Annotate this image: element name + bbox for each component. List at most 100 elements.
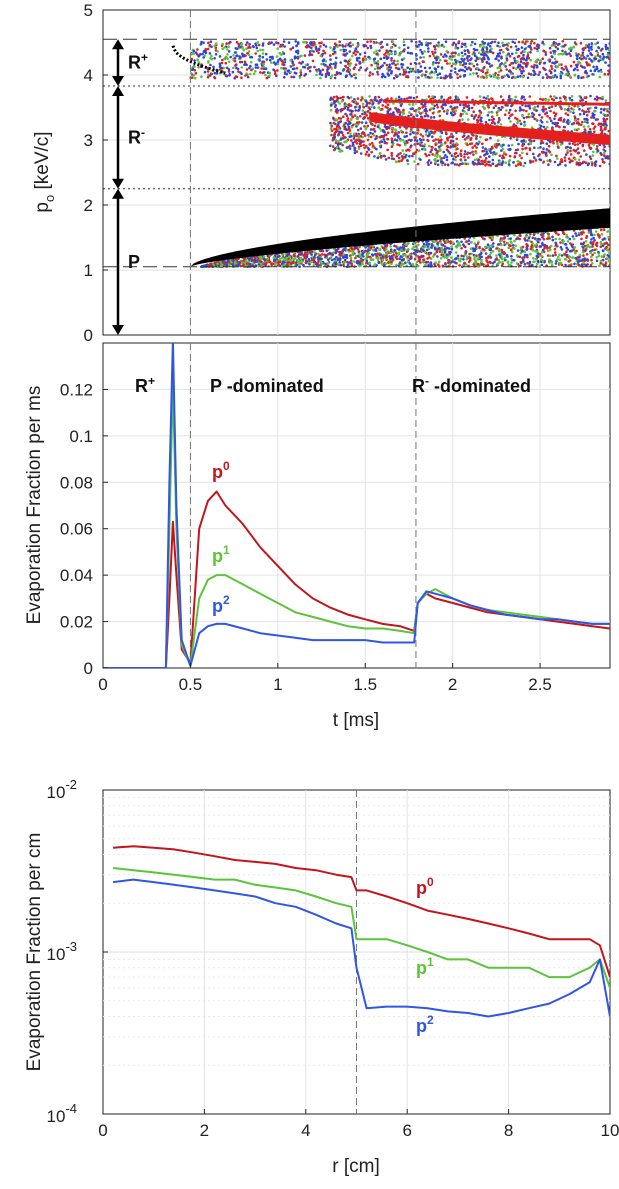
scatter-point [320,41,323,44]
scatter-point [504,65,507,68]
scatter-point [470,44,473,47]
scatter-point [505,68,508,71]
scatter-point [475,137,478,140]
scatter-point [294,40,297,43]
scatter-point [480,69,483,72]
scatter-point [531,40,534,43]
scatter-point [478,52,481,55]
scatter-point [529,261,532,264]
scatter-point [605,99,608,102]
scatter-point [241,66,244,69]
scatter-point [531,112,534,115]
scatter-point [526,262,529,265]
scatter-point [503,75,506,78]
scatter-point [322,69,325,72]
scatter-point [555,97,558,100]
scatter-point [210,72,213,75]
scatter-point [527,116,530,119]
scatter-point [569,238,572,241]
scatter-point [569,75,572,78]
scatter-point [229,56,232,59]
scatter-point [455,152,458,155]
scatter-point [334,118,337,121]
scatter-point [416,96,419,99]
scatter-point [269,72,272,75]
scatter-point [367,47,370,50]
scatter-point [477,75,480,78]
scatter-point [550,71,553,74]
scatter-point [446,159,449,162]
scatter-point [195,51,198,54]
scatter-point [430,161,433,164]
scatter-point [590,116,593,119]
scatter-point [569,110,572,113]
scatter-point [247,76,250,79]
scatter-point [343,124,346,127]
scatter-point [350,110,353,113]
scatter-point [585,72,588,75]
scatter-point [596,99,599,102]
scatter-point [381,73,384,76]
scatter-point [539,253,542,256]
scatter-point [401,111,404,114]
scatter-point [355,63,358,66]
scatter-point [313,264,316,267]
scatter-point [275,74,278,77]
scatter-point [443,46,446,49]
scatter-point [436,242,439,245]
scatter-point [288,41,291,44]
scatter-point [523,62,526,65]
scatter-point [510,46,513,49]
scatter-point [452,135,455,138]
scatter-point [462,55,465,58]
scatter-point [581,98,584,101]
scatter-point [496,143,499,146]
scatter-point [525,59,528,62]
scatter-point [445,40,448,43]
scatter-point [509,120,512,123]
scatter-point [560,107,563,110]
scatter-point [336,146,339,149]
scatter-point [418,62,421,65]
scatter-point [475,135,478,138]
scatter-point [380,46,383,49]
scatter-point [591,163,594,166]
scatter-point [500,239,503,242]
scatter-point [602,263,605,266]
scatter-point [533,42,536,45]
scatter-point [446,139,449,142]
scatter-point [554,254,557,257]
scatter-point [283,76,286,79]
scatter-point [417,244,420,247]
scatter-point [332,63,335,66]
scatter-point [386,149,389,152]
scatter-point [324,64,327,67]
scatter-point [421,145,424,148]
scatter-point [467,162,470,165]
scatter-point [605,261,608,264]
scatter-point [608,238,611,241]
scatter-point [193,74,196,77]
scatter-point [201,53,204,56]
scatter-point [551,61,554,64]
scatter-point [245,43,248,46]
scatter-point [590,158,593,161]
scatter-point [232,54,235,57]
scatter-point [494,104,497,107]
scatter-point [454,159,457,162]
scatter-point [530,65,533,68]
scatter-point [429,109,432,112]
scatter-point [286,254,289,257]
scatter-point [225,75,228,78]
scatter-point [533,140,536,143]
scatter-point [357,129,360,132]
scatter-point [353,67,356,70]
scatter-point [390,59,393,62]
scatter-point [562,52,565,55]
scatter-point [274,70,277,73]
scatter-point [450,105,453,108]
scatter-point [293,76,296,79]
scatter-point [592,243,595,246]
scatter-point [532,69,535,72]
scatter-point [432,53,435,56]
